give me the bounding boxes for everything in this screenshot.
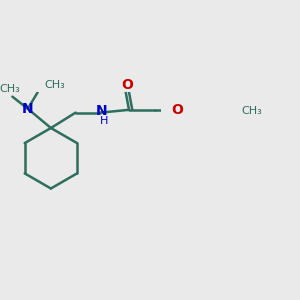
- Text: N: N: [22, 102, 34, 116]
- Text: CH₃: CH₃: [0, 85, 20, 94]
- Text: O: O: [171, 103, 183, 117]
- Text: CH₃: CH₃: [44, 80, 65, 90]
- Text: O: O: [121, 78, 133, 92]
- Text: H: H: [100, 116, 108, 126]
- Text: N: N: [96, 104, 107, 118]
- Text: CH₃: CH₃: [241, 106, 262, 116]
